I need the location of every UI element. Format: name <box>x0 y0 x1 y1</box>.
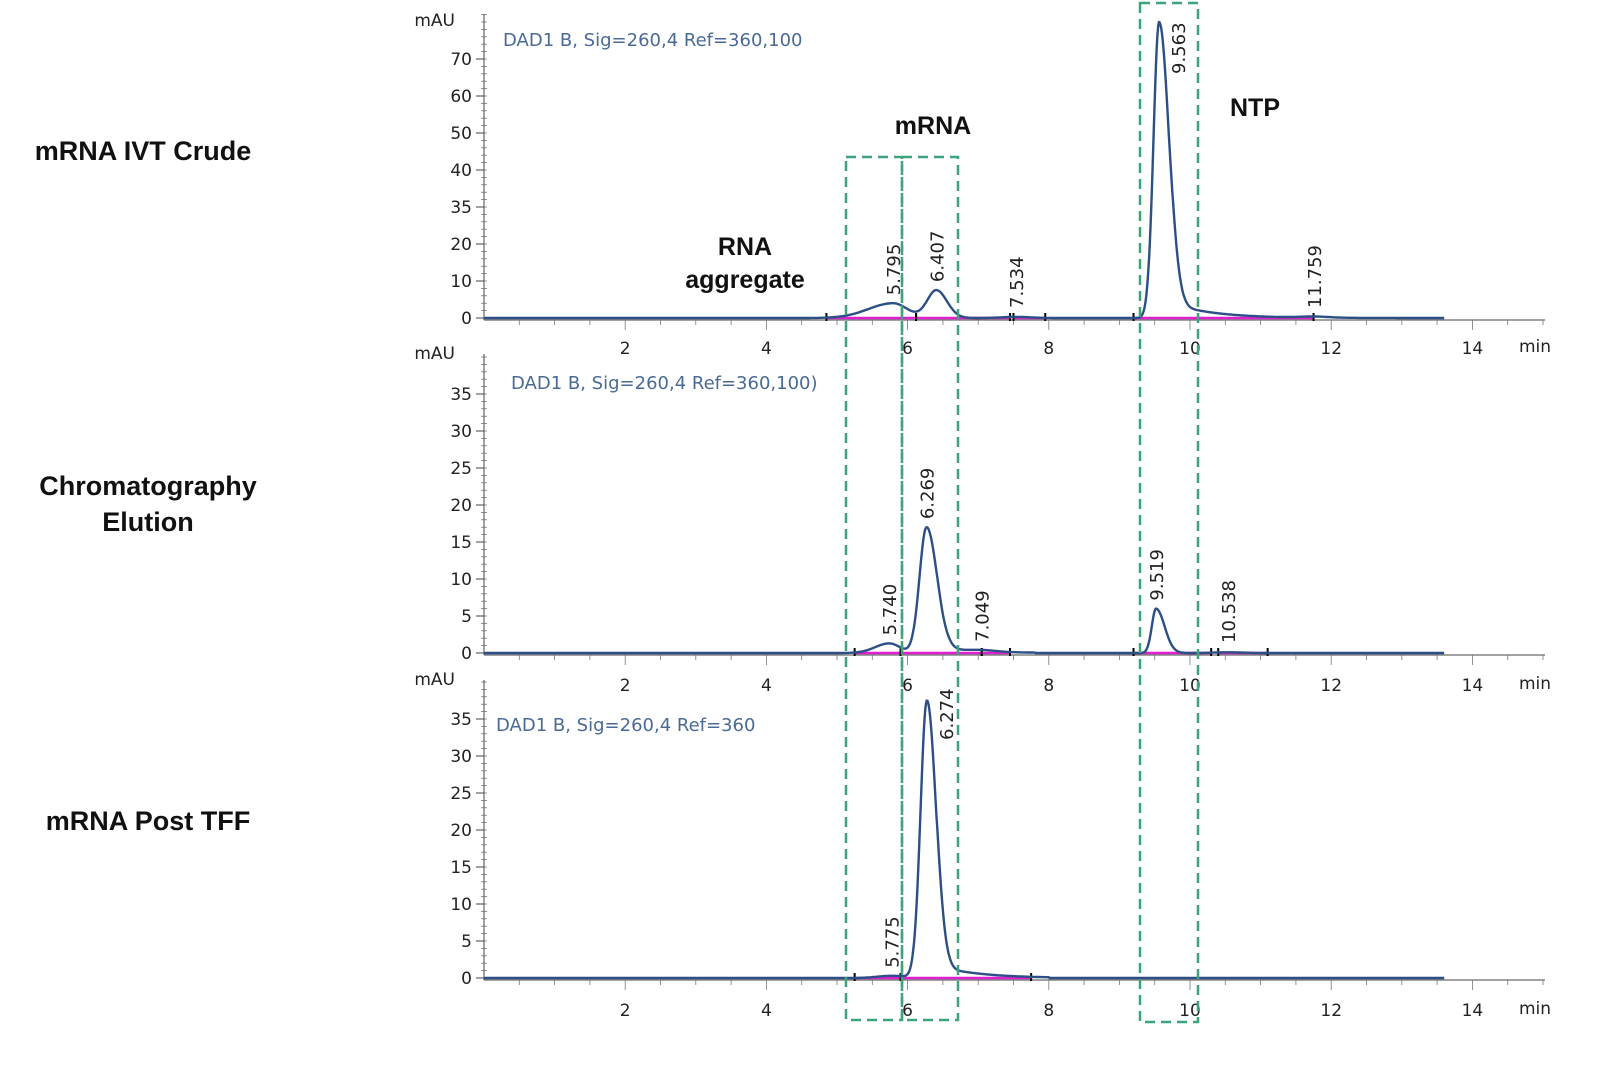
signal-label: DAD1 B, Sig=260,4 Ref=360,100) <box>511 373 818 394</box>
ntp-region-box <box>1138 1 1200 1024</box>
y-tick-label: 70 <box>450 50 472 70</box>
x-tick-label: 12 <box>1320 1001 1342 1021</box>
y-tick-label: 0 <box>461 309 472 329</box>
y-tick-label: 15 <box>450 858 472 878</box>
x-tick-label: 10 <box>1179 676 1201 696</box>
annotation-rna-aggregate-line1: RNA <box>718 233 772 261</box>
y-tick-label: 15 <box>450 533 472 553</box>
x-tick-label: 8 <box>1043 676 1054 696</box>
panel-title-elution-line1: Chromatography <box>39 471 257 501</box>
peak-label: 5.795 <box>884 244 905 296</box>
x-tick-label: 6 <box>902 676 913 696</box>
rna-aggregate-region-box <box>844 155 904 1022</box>
y-tick-label: 60 <box>450 87 472 107</box>
y-tick-label: 50 <box>450 124 472 144</box>
chromatogram-trace <box>484 525 1445 655</box>
x-tick-label: 12 <box>1320 676 1342 696</box>
y-tick-label: 0 <box>461 969 472 989</box>
signal-label: DAD1 B, Sig=260,4 Ref=360 <box>496 715 755 736</box>
y-tick-label: 10 <box>450 895 472 915</box>
y-tick-label: 0 <box>461 644 472 664</box>
x-axis-unit: min <box>1519 999 1551 1019</box>
peak-label: 7.049 <box>973 590 994 642</box>
x-tick-label: 2 <box>620 1001 631 1021</box>
chromatogram-trace <box>484 20 1445 320</box>
x-tick-label: 6 <box>902 339 913 359</box>
peak-label: 10.538 <box>1219 580 1240 643</box>
x-tick-label: 10 <box>1179 1001 1201 1021</box>
peak-label: 5.740 <box>880 584 901 636</box>
y-tick-label: 20 <box>450 235 472 255</box>
x-axis-unit: min <box>1519 674 1551 694</box>
x-tick-label: 4 <box>761 676 772 696</box>
chromatogram-panel-3: 0 5 10 15 20 25 30 35 mAU 2 4 6 8 10 12 14 min DAD1 B, Si… <box>414 670 1551 1021</box>
peak-label: 9.563 <box>1169 22 1190 74</box>
y-tick-label: 35 <box>450 385 472 405</box>
y-tick-label: 20 <box>450 821 472 841</box>
y-tick-label: 10 <box>450 570 472 590</box>
annotation-mrna: mRNA <box>895 112 971 140</box>
peak-label: 9.519 <box>1147 549 1168 601</box>
chromatogram-trace <box>484 699 1445 980</box>
x-tick-label: 12 <box>1320 339 1342 359</box>
y-tick-label: 5 <box>461 932 472 952</box>
y-tick-label: 30 <box>450 747 472 767</box>
x-tick-label: 4 <box>761 339 772 359</box>
y-tick-label: 10 <box>450 272 472 292</box>
panel-title-elution-line2: Elution <box>102 507 193 537</box>
x-tick-label: 2 <box>620 339 631 359</box>
x-axis-unit: min <box>1519 337 1551 357</box>
panel-title-ivt-crude: mRNA IVT Crude <box>35 136 252 166</box>
y-axis-unit: mAU <box>414 670 455 690</box>
y-tick-label: 35 <box>450 710 472 730</box>
y-axis-unit: mAU <box>414 344 455 364</box>
x-tick-label: 2 <box>620 676 631 696</box>
x-tick-label: 14 <box>1462 676 1484 696</box>
peak-label: 7.534 <box>1007 256 1028 308</box>
peak-label: 5.775 <box>883 916 904 968</box>
chromatogram-panel-2: 0 5 10 15 20 25 30 35 mAU 2 4 6 8 10 12 14 min DAD1 B, Si… <box>414 344 1551 696</box>
x-tick-label: 8 <box>1043 1001 1054 1021</box>
x-tick-label: 14 <box>1462 339 1484 359</box>
y-tick-label: 40 <box>450 161 472 181</box>
peak-label: 6.269 <box>918 468 939 520</box>
x-tick-label: 4 <box>761 1001 772 1021</box>
x-tick-label: 6 <box>902 1001 913 1021</box>
signal-label: DAD1 B, Sig=260,4 Ref=360,100 <box>503 30 803 51</box>
peak-label: 6.407 <box>927 231 948 283</box>
y-tick-label: 25 <box>450 784 472 804</box>
mrna-region-box <box>900 155 960 1022</box>
y-tick-label: 30 <box>450 422 472 442</box>
panel-title-post-tff: mRNA Post TFF <box>46 806 251 836</box>
y-tick-label: 20 <box>450 496 472 516</box>
x-tick-label: 8 <box>1043 339 1054 359</box>
y-tick-label: 5 <box>461 607 472 627</box>
peak-label: 6.274 <box>937 688 958 740</box>
y-tick-label: 35 <box>450 198 472 218</box>
y-axis-unit: mAU <box>414 11 455 31</box>
annotation-ntp: NTP <box>1230 94 1280 122</box>
x-tick-label: 14 <box>1462 1001 1484 1021</box>
chromatogram-panel-1: 0 10 20 35 40 50 60 70 mAU 2 4 6 8 10 12 14 min DAD1 B, S… <box>414 11 1551 359</box>
y-tick-label: 25 <box>450 459 472 479</box>
annotation-rna-aggregate-line2: aggregate <box>685 266 805 294</box>
peak-label: 11.759 <box>1305 245 1326 308</box>
x-tick-label: 10 <box>1179 339 1201 359</box>
